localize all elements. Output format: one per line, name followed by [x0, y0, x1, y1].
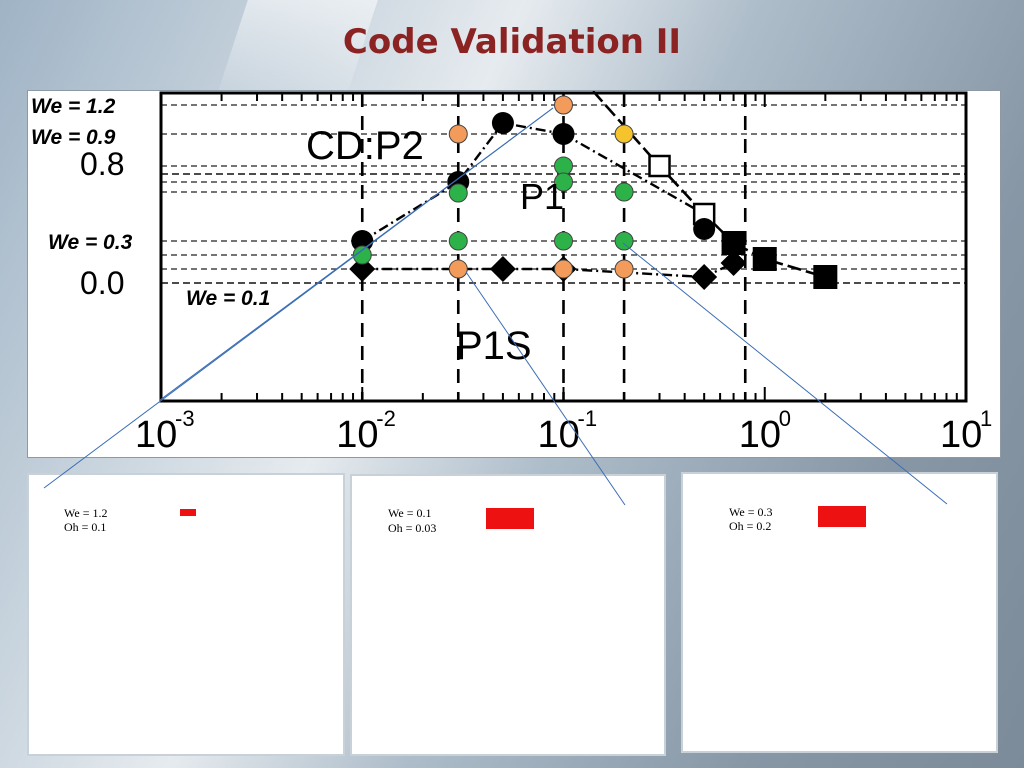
ref-circle-point: [552, 123, 575, 145]
code-point-4: [554, 231, 573, 251]
code-point-2: [614, 124, 634, 144]
we-label-1: We = 0.9: [31, 126, 116, 149]
code-point-1: [554, 95, 573, 115]
code-point-7: [554, 172, 573, 192]
ref-open-square-point: [648, 154, 671, 178]
region-label-0: CD:P2: [306, 124, 424, 168]
x-tick-exp-4: 1: [980, 406, 992, 431]
case-3-drop-marker: [818, 506, 866, 527]
x-tick-label-0: 10: [135, 414, 177, 456]
regime-map-chart: 10 -3 10 -2 10 -1 10 0 10 1 0.0 0.8 We = 1.2 We = 0.9…: [27, 90, 1001, 458]
code-point-6: [554, 156, 573, 176]
x-tick-exp-0: -3: [175, 406, 195, 431]
case-3-oh-label: Oh = 0.2: [729, 519, 772, 533]
ref-filled-square-point: [721, 231, 746, 255]
reference-series: [349, 91, 838, 290]
ref-filled-square-point: [813, 265, 838, 289]
ref-circle-point: [693, 218, 716, 240]
code-point-13: [614, 259, 634, 279]
case-2-oh-label: Oh = 0.03: [388, 521, 437, 535]
x-tick-label-1: 10: [336, 414, 378, 456]
x-tick-exp-2: -1: [578, 406, 598, 431]
ref-circle-point: [491, 112, 514, 134]
we-label-3: We = 0.1: [186, 287, 270, 310]
ref-diamond-point: [489, 256, 516, 282]
x-tick-label-3: 10: [739, 414, 781, 456]
we-label-0: We = 1.2: [31, 95, 116, 118]
case-1-we-label: We = 1.2: [64, 506, 108, 520]
x-tick-label-2: 10: [538, 414, 580, 456]
x-tick-label-4: 10: [940, 414, 982, 456]
case-1-oh-label: Oh = 0.1: [64, 520, 107, 534]
ref-filled-square-point: [752, 247, 777, 271]
case-panel-2: We = 0.1 Oh = 0.03: [350, 474, 666, 756]
case-2-we-label: We = 0.1: [388, 506, 432, 520]
x-tick-exp-1: -2: [376, 406, 396, 431]
region-label-1: P1: [520, 176, 564, 217]
code-point-3: [448, 231, 468, 251]
case-panel-1: We = 1.2 Oh = 0.1: [27, 473, 345, 756]
region-label-2: P1S: [456, 324, 532, 368]
series-line-diamonds: [362, 261, 735, 279]
code-point-12: [554, 259, 573, 279]
code-point-9: [448, 183, 468, 203]
code-point-5: [614, 231, 634, 251]
code-point-8: [614, 182, 634, 202]
case-1-drop-marker: [180, 509, 196, 516]
code-point-11: [448, 259, 468, 279]
y-tick-label-0: 0.0: [80, 265, 124, 301]
case-3-we-label: We = 0.3: [729, 505, 773, 519]
case-panel-3: We = 0.3 Oh = 0.2: [681, 472, 998, 753]
ref-diamond-point: [691, 264, 718, 290]
we-label-2: We = 0.3: [48, 231, 133, 254]
y-tick-label-1: 0.8: [80, 146, 124, 182]
code-point-0: [448, 124, 468, 144]
slide-title: Code Validation II: [342, 22, 682, 62]
code-point-10: [352, 245, 372, 265]
case-2-drop-marker: [486, 508, 534, 529]
x-tick-exp-3: 0: [779, 406, 791, 431]
